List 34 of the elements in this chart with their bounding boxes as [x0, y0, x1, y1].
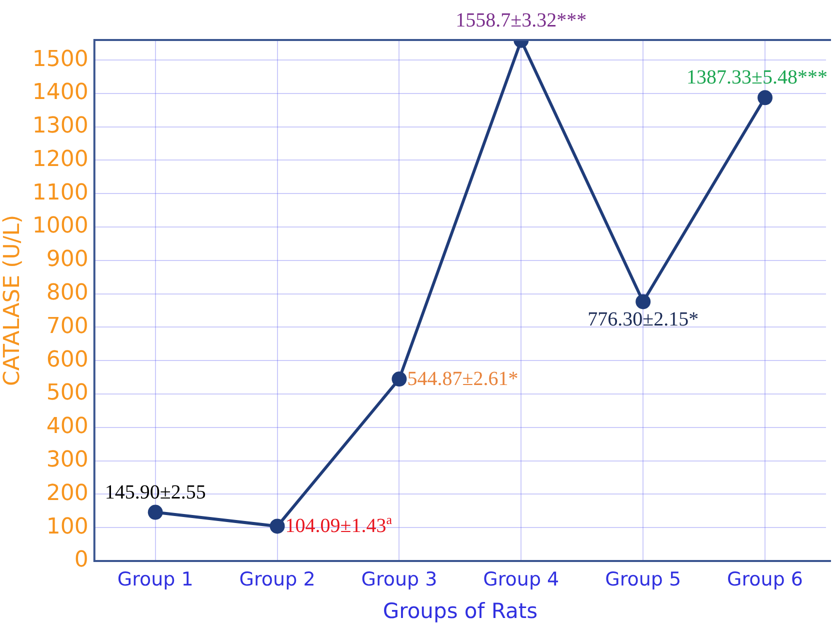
y-tick-label: 600 [46, 347, 88, 372]
y-tick-label: 1100 [32, 180, 88, 206]
data-label: 145.90±2.55 [104, 481, 206, 504]
y-tick-label: 300 [46, 448, 88, 473]
y-tick-label: 0 [74, 548, 88, 573]
x-tick-label: Group 6 [727, 568, 804, 590]
x-tick-label: Group 2 [239, 568, 316, 590]
data-label: 544.87±2.61* [407, 368, 518, 390]
y-tick-label: 1200 [32, 146, 88, 172]
x-tick-label: Group 1 [117, 568, 194, 590]
y-tick-label: 900 [46, 247, 88, 272]
data-label: 1558.7±3.32*** [456, 9, 587, 32]
y-tick-label: 800 [46, 280, 88, 306]
y-tick-label: 100 [46, 514, 88, 540]
y-axis-title: CATALASE (U/L) [0, 214, 25, 386]
y-tick-label: 200 [46, 480, 88, 506]
point [758, 90, 773, 106]
x-tick-label: Group 3 [361, 568, 438, 590]
data-label: 1387.33±5.48*** [686, 66, 828, 89]
point [392, 372, 407, 387]
point [148, 504, 163, 520]
y-tick-label: 1000 [32, 214, 88, 239]
x-tick-label: Group 4 [483, 568, 560, 590]
y-tick-label: 400 [46, 414, 88, 440]
y-tick-label: 1400 [32, 80, 88, 106]
point [270, 518, 285, 534]
point [636, 294, 651, 310]
data-label: 776.30±2.15* [588, 308, 699, 331]
y-tick-label: 1500 [32, 46, 88, 72]
y-tick-label: 500 [46, 380, 88, 406]
x-tick-label: Group 5 [605, 568, 682, 590]
y-tick-label: 1300 [32, 114, 88, 139]
x-axis-title: Groups of Rats [382, 598, 538, 623]
y-tick-label: 700 [46, 314, 88, 339]
